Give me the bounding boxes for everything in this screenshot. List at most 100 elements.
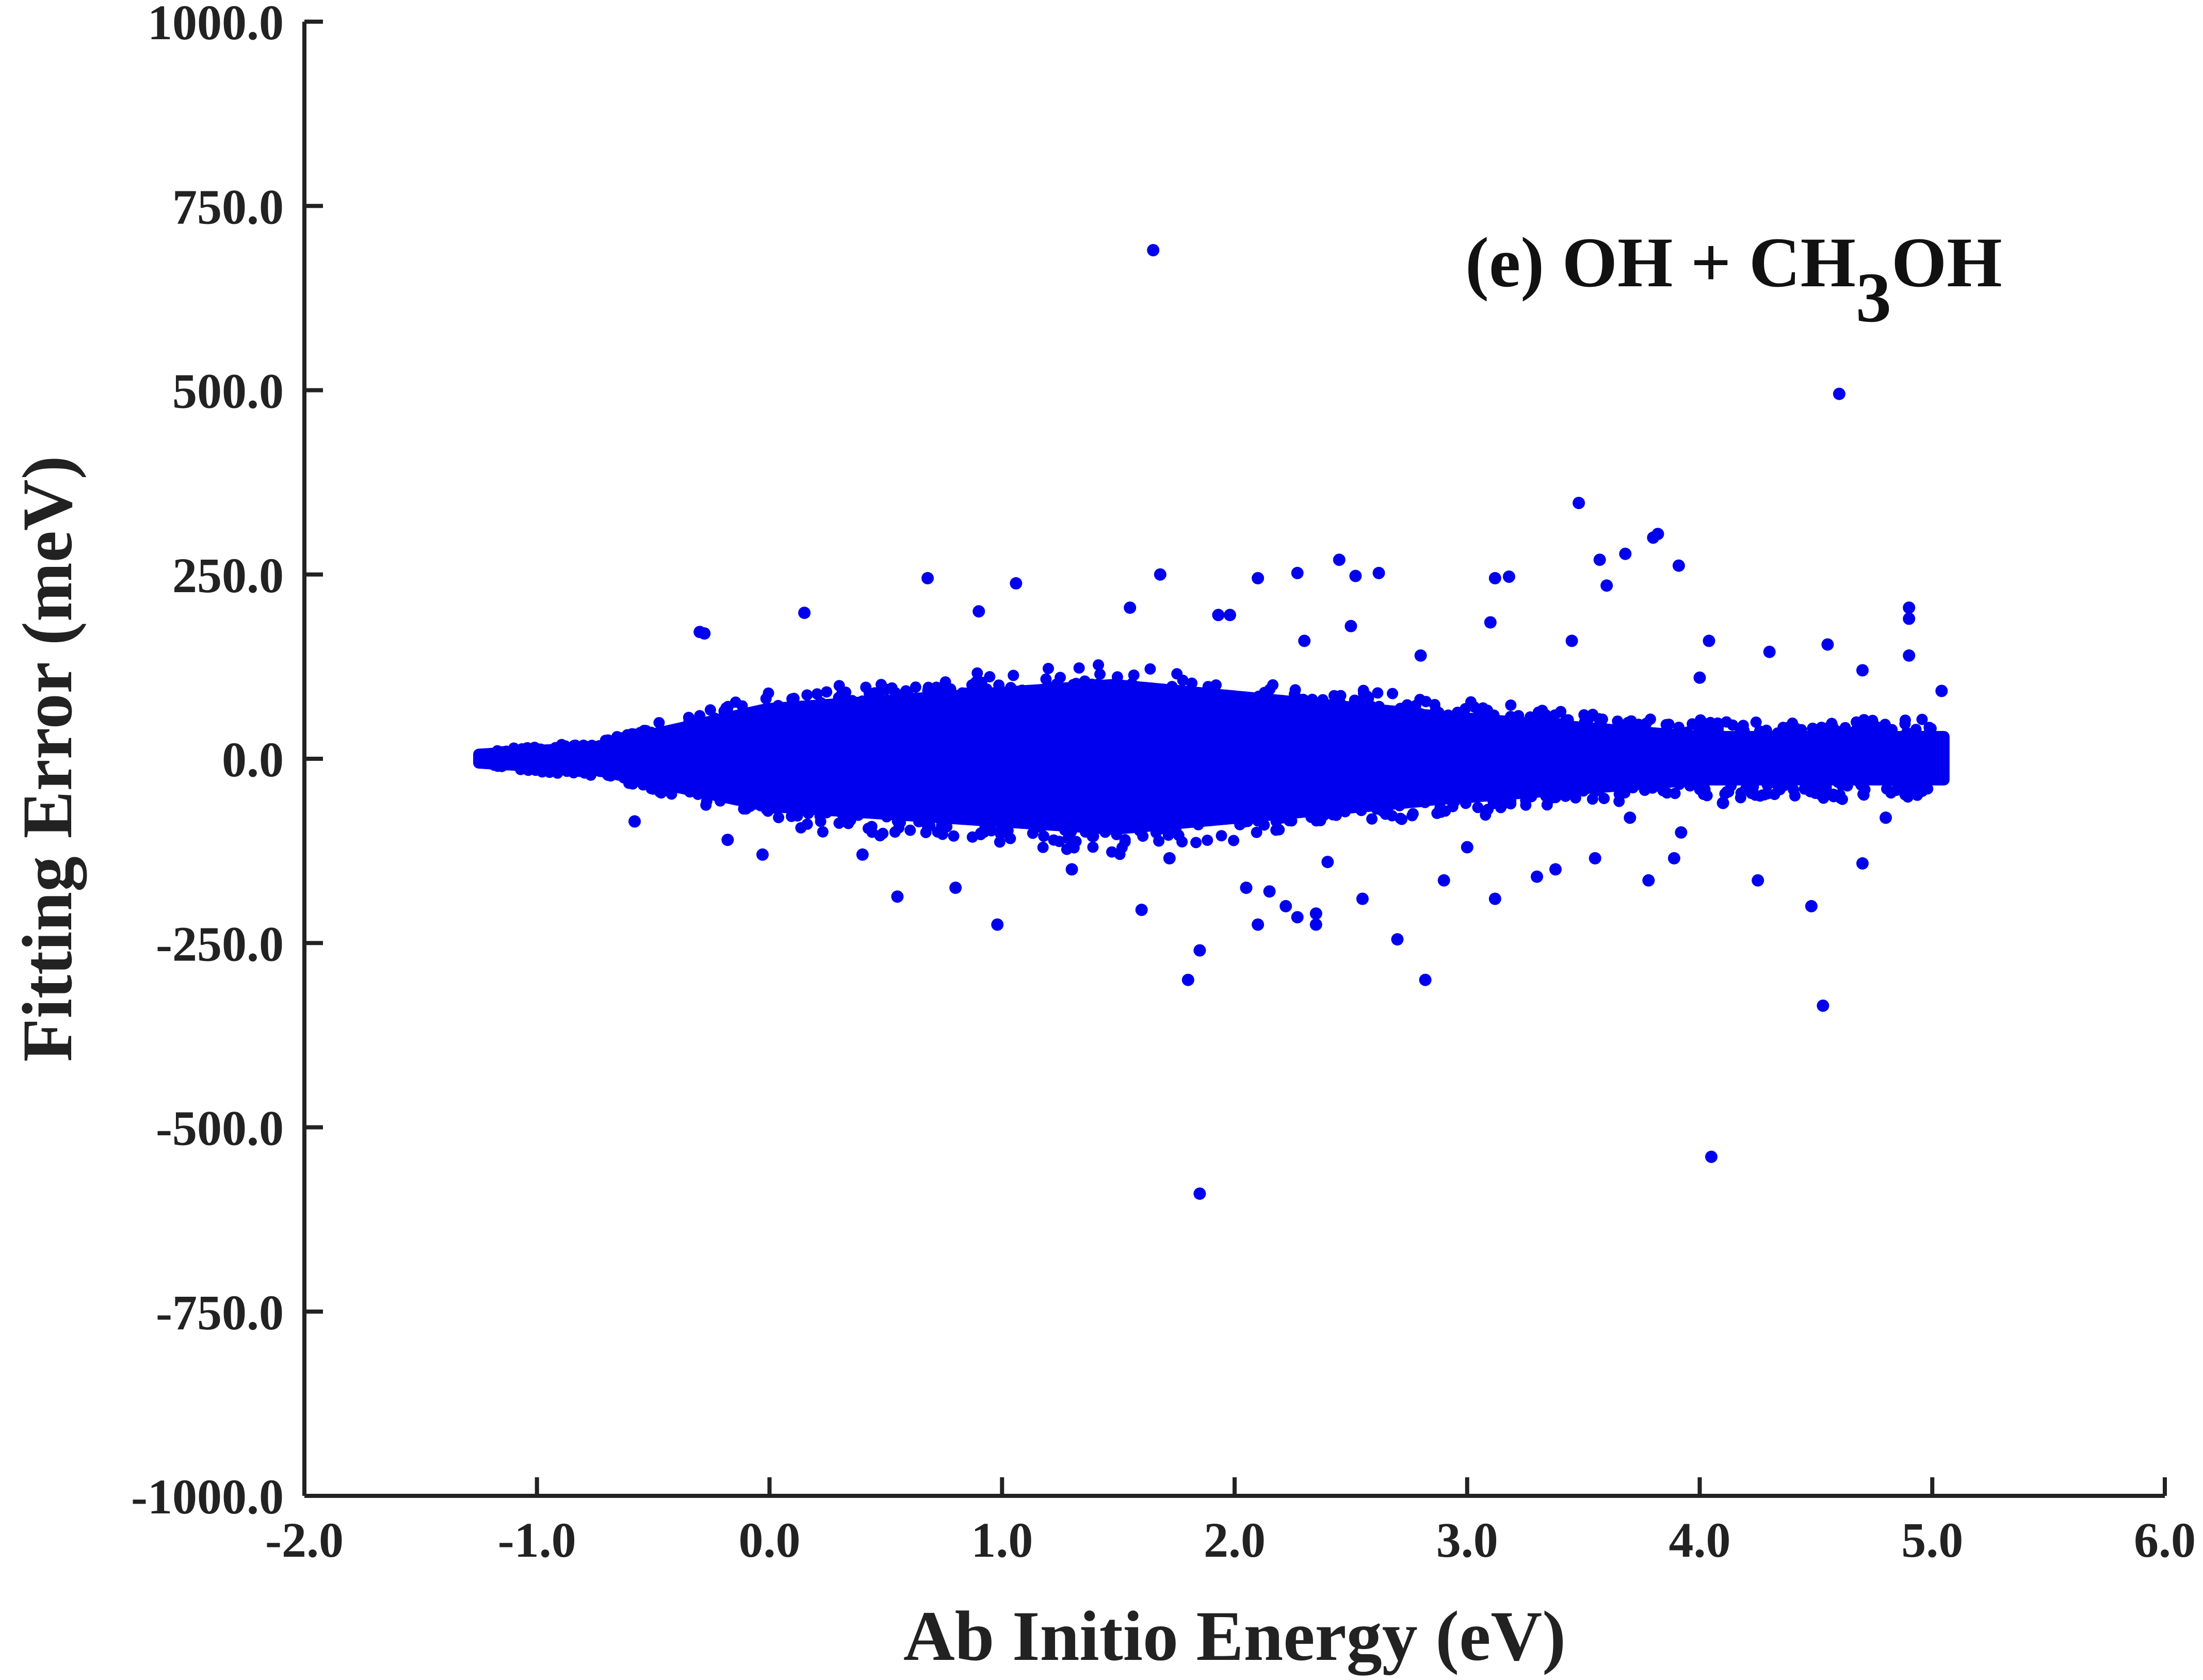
cloud-point — [965, 774, 977, 786]
cloud-point — [807, 751, 819, 763]
cloud-point — [1804, 786, 1816, 797]
cloud-point — [1427, 756, 1439, 768]
cloud-point — [1331, 809, 1342, 821]
data-point — [1647, 531, 1660, 544]
data-point — [1672, 559, 1685, 572]
cloud-point — [1880, 761, 1891, 773]
cloud-point — [1684, 780, 1696, 792]
cloud-point — [957, 687, 968, 699]
cloud-point — [1384, 748, 1396, 760]
cloud-point — [1143, 710, 1155, 722]
cloud-point — [1079, 826, 1091, 838]
cloud-point — [887, 788, 899, 800]
cloud-point — [1054, 723, 1066, 735]
cloud-point — [1519, 719, 1531, 731]
cloud-point — [1633, 719, 1645, 730]
cloud-point — [968, 705, 980, 716]
x-tick-label: -2.0 — [265, 1512, 344, 1568]
cloud-point — [1211, 711, 1223, 723]
cloud-point — [1420, 696, 1432, 708]
cloud-point — [1916, 713, 1928, 725]
cloud-point — [1469, 780, 1481, 792]
data-point — [1880, 811, 1892, 824]
cloud-point — [721, 704, 733, 716]
cloud-point — [1242, 815, 1253, 827]
data-point — [1589, 852, 1601, 865]
cloud-point — [1894, 734, 1906, 746]
cloud-point — [1287, 736, 1299, 747]
cloud-point — [727, 726, 739, 738]
cloud-point — [601, 754, 612, 765]
cloud-point — [690, 784, 702, 795]
cloud-point — [1743, 760, 1755, 772]
cloud-point — [1652, 737, 1664, 748]
cloud-point — [948, 830, 960, 842]
cloud-point — [1173, 788, 1185, 800]
cloud-point — [985, 688, 997, 700]
data-point — [1903, 649, 1916, 662]
cloud-point — [1092, 757, 1104, 769]
cloud-point — [936, 711, 948, 723]
cloud-point — [1366, 813, 1378, 825]
cloud-point — [1353, 789, 1365, 801]
cloud-point — [1054, 836, 1065, 847]
cloud-point — [1386, 763, 1398, 775]
cloud-point — [903, 726, 915, 738]
cloud-point — [1303, 734, 1315, 746]
data-point — [1147, 244, 1160, 256]
cloud-point — [514, 757, 526, 769]
cloud-point — [1864, 730, 1875, 742]
cloud-point — [1454, 732, 1465, 744]
cloud-point — [738, 733, 750, 745]
cloud-point — [1268, 782, 1280, 794]
cloud-point — [1055, 714, 1066, 725]
cloud-point — [654, 753, 666, 764]
cloud-point — [1827, 739, 1839, 751]
cloud-point — [1268, 740, 1280, 752]
cloud-point — [1123, 684, 1135, 696]
data-point — [1240, 882, 1253, 894]
cloud-point — [1105, 695, 1117, 707]
cloud-point — [950, 718, 962, 730]
cloud-point — [764, 784, 776, 796]
cloud-point — [1910, 724, 1922, 736]
cloud-point — [1808, 743, 1820, 755]
cloud-point — [895, 817, 906, 828]
cloud-point — [1528, 782, 1540, 794]
cloud-point — [1510, 758, 1522, 770]
cloud-point — [642, 759, 654, 771]
cloud-point — [897, 773, 909, 785]
cloud-point — [1223, 694, 1235, 706]
data-point — [1693, 671, 1706, 684]
cloud-point — [1207, 738, 1219, 749]
cloud-point — [917, 747, 929, 759]
cloud-point — [1126, 822, 1138, 834]
cloud-point — [1187, 745, 1199, 757]
cloud-point — [1155, 764, 1166, 776]
annotation-subscript: 3 — [1856, 258, 1891, 337]
cloud-point — [1386, 810, 1398, 822]
cloud-point — [1251, 826, 1262, 838]
cloud-point — [618, 770, 630, 781]
cloud-point — [865, 763, 877, 775]
cloud-point — [1866, 719, 1878, 730]
cloud-point — [1475, 789, 1486, 801]
cloud-point — [1149, 755, 1161, 766]
cloud-point — [1578, 744, 1590, 756]
cloud-point — [1182, 814, 1193, 826]
cloud-point — [1661, 725, 1673, 737]
cloud-point — [1383, 786, 1395, 797]
x-ticks: -2.0 -1.0 0.0 1.0 2.0 3.0 4.0 5.0 6.0 — [265, 1477, 2196, 1568]
cloud-point — [1177, 687, 1189, 698]
cloud-point — [806, 794, 818, 806]
cloud-point — [924, 687, 935, 699]
data-point — [1484, 616, 1497, 629]
cloud-point — [957, 813, 969, 825]
cloud-point — [1022, 762, 1033, 774]
cloud-point — [802, 807, 814, 819]
cloud-point — [1322, 730, 1334, 742]
cloud-point — [1037, 841, 1049, 853]
cloud-point — [1607, 747, 1619, 759]
cloud-point — [1055, 753, 1067, 764]
cloud-point — [1184, 788, 1196, 800]
